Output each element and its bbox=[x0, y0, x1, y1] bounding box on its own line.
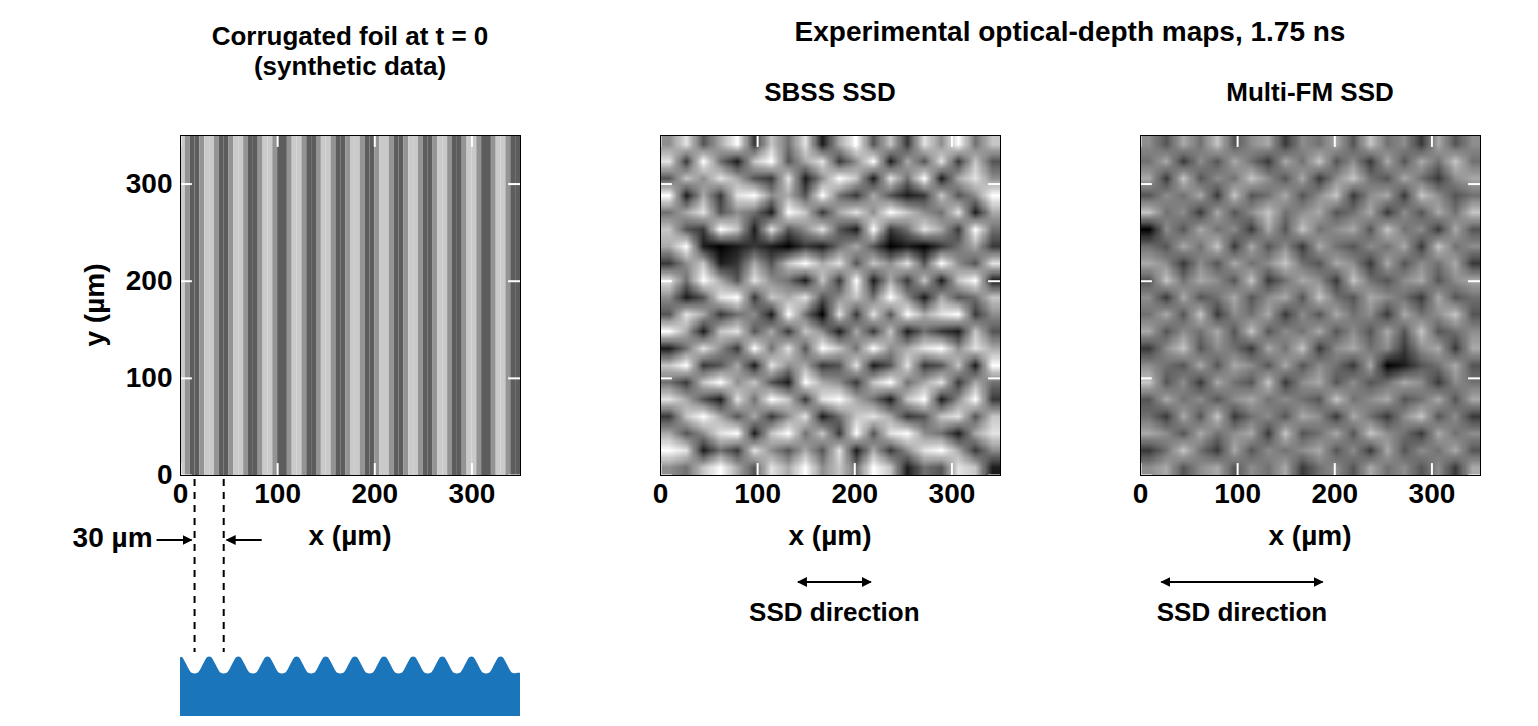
svg-text:0: 0 bbox=[653, 478, 669, 509]
html-text:Experimental optical-depth map: Experimental optical-depth maps, 1.75 ns bbox=[794, 16, 1346, 47]
svg-text:200: 200 bbox=[1311, 478, 1358, 509]
html-text:y (µm): y (µm) bbox=[78, 263, 110, 347]
svg-text:100: 100 bbox=[254, 478, 301, 509]
svg-text:0: 0 bbox=[1133, 478, 1149, 509]
svg-text:300: 300 bbox=[1409, 478, 1456, 509]
svg-text:200: 200 bbox=[831, 478, 878, 509]
html-text:SSD direction: SSD direction bbox=[1156, 597, 1328, 627]
svg-text:200: 200 bbox=[126, 265, 173, 296]
svg-text:100: 100 bbox=[126, 362, 173, 393]
svg-text:300: 300 bbox=[929, 478, 976, 509]
svg-text:300: 300 bbox=[126, 168, 173, 199]
html-text:x (µm): x (µm) bbox=[308, 520, 392, 551]
html-text:x (µm): x (µm) bbox=[788, 520, 872, 551]
svg-text:200: 200 bbox=[351, 478, 398, 509]
html-text:Corrugated foil at t = 0 (synt: Corrugated foil at t = 0 (synthetic data… bbox=[211, 21, 489, 81]
svg-text:0: 0 bbox=[173, 478, 189, 509]
svg-text:100: 100 bbox=[734, 478, 781, 509]
html-text:30 µm: 30 µm bbox=[72, 522, 153, 553]
html-text:SSD direction: SSD direction bbox=[749, 597, 920, 627]
html-text:Multi-FM SSD: Multi-FM SSD bbox=[1226, 77, 1394, 107]
svg-text:100: 100 bbox=[1214, 478, 1261, 509]
svg-text:300: 300 bbox=[449, 478, 496, 509]
html-text:SBSS SSD: SBSS SSD bbox=[764, 77, 896, 107]
html-text:x (µm): x (µm) bbox=[1268, 520, 1352, 551]
svg-text:0: 0 bbox=[157, 459, 173, 490]
